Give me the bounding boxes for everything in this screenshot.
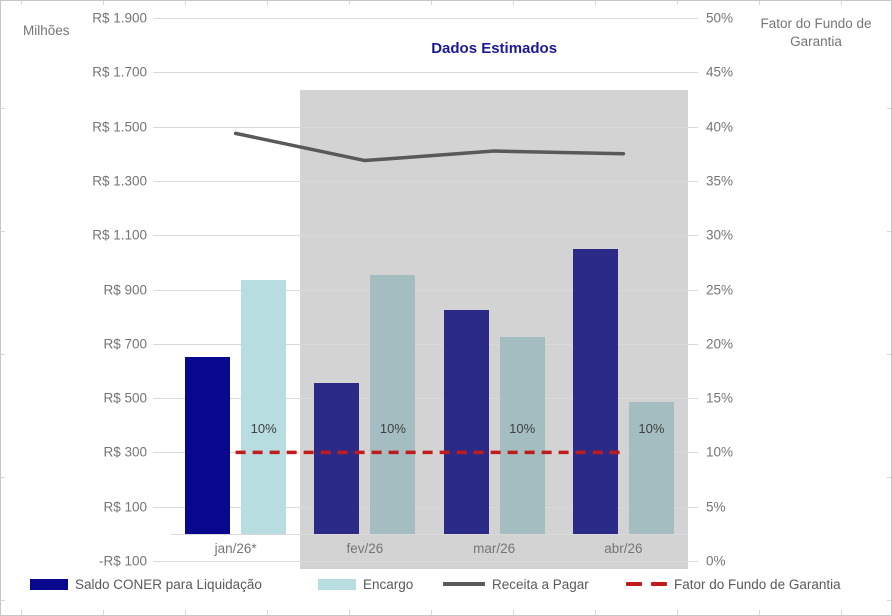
left-axis-tick	[153, 452, 171, 454]
left-axis-unit-label: Milhões	[23, 23, 70, 38]
right-axis-tick-label: 20%	[706, 336, 734, 352]
gridline	[171, 506, 688, 508]
bar-saldo-abr/26[interactable]	[572, 248, 618, 534]
legend-item-4[interactable]: Fator do Fundo de Garantia	[626, 573, 841, 595]
legend-swatch-bar	[30, 578, 68, 590]
left-axis-tick	[153, 343, 171, 345]
fator-point-label-jan/26*: 10%	[250, 421, 277, 436]
gridline	[171, 18, 688, 19]
bar-saldo-mar/26[interactable]	[443, 309, 489, 534]
bar-encargo-jan/26*[interactable]	[241, 279, 287, 534]
right-axis-tick-label: 10%	[706, 444, 734, 460]
legend-swatch-line	[443, 582, 485, 586]
bar-encargo-abr/26[interactable]	[628, 402, 674, 534]
left-axis-tick-label: R$ 500	[103, 390, 147, 406]
right-axis-tick	[688, 180, 698, 182]
fator-point-label-abr/26: 10%	[638, 421, 665, 436]
right-axis-tick-label: 0%	[706, 553, 726, 569]
bar-saldo-jan/26*[interactable]	[185, 357, 231, 534]
legend-swatch-dash	[626, 582, 667, 586]
right-axis-tick	[688, 18, 698, 19]
left-axis-tick	[153, 72, 171, 74]
spreadsheet-gridline-stubs-top	[1, 1, 891, 5]
left-axis-tick	[153, 398, 171, 400]
left-axis-tick	[153, 180, 171, 182]
gridline	[171, 343, 688, 345]
spreadsheet-gridline-stubs-right	[887, 1, 891, 615]
gridline	[171, 126, 688, 128]
right-axis-tick	[688, 452, 698, 454]
left-axis-tick-label: R$ 900	[103, 282, 147, 297]
right-axis-tick-label: 5%	[706, 499, 726, 515]
gridline	[171, 72, 688, 74]
legend-label: Receita a Pagar	[492, 576, 589, 592]
bar-encargo-fev/26[interactable]	[370, 274, 416, 534]
legend-item-1[interactable]: Saldo CONER para Liquidação	[30, 573, 262, 595]
right-axis-tick-label: 40%	[706, 119, 734, 135]
legend-label: Fator do Fundo de Garantia	[674, 576, 841, 592]
left-axis-tick-label: R$ 1.100	[92, 227, 147, 243]
x-axis-label-fev/26: fev/26	[346, 541, 384, 556]
left-axis-tick	[153, 506, 171, 508]
chart-title: Dados Estimados	[431, 40, 558, 57]
left-axis-tick-label: R$ 700	[103, 336, 147, 352]
left-axis-tick	[153, 289, 171, 291]
gridline	[171, 561, 688, 562]
fator-point-label-fev/26: 10%	[379, 421, 406, 436]
gridline	[171, 398, 688, 400]
gridline	[171, 289, 688, 291]
left-axis-tick-label: R$ 1.700	[92, 64, 147, 80]
left-axis-tick	[153, 126, 171, 128]
x-axis-label-mar/26: mar/26	[473, 541, 516, 556]
estimated-region-band	[300, 90, 688, 569]
left-axis-tick	[153, 235, 171, 237]
spreadsheet-gridline-stubs-bottom	[1, 610, 891, 615]
right-axis-tick-label: 25%	[706, 282, 734, 297]
right-axis-tick	[688, 72, 698, 74]
right-axis-tick	[688, 235, 698, 237]
right-axis-tick	[688, 126, 698, 128]
x-axis-line	[171, 533, 688, 535]
left-axis-tick-label: R$ 100	[103, 499, 147, 515]
legend-dash-segment	[651, 582, 667, 586]
right-axis-tick-label: 50%	[706, 10, 734, 26]
legend-swatch-bar	[318, 578, 356, 590]
spreadsheet-gridline-stubs-left	[1, 1, 5, 615]
left-axis-tick-label: R$ 1.500	[92, 119, 147, 135]
left-axis-tick	[153, 18, 171, 19]
legend-item-2[interactable]: Encargo	[318, 573, 413, 595]
right-axis-tick	[688, 398, 698, 400]
legend-item-3[interactable]: Receita a Pagar	[443, 573, 589, 595]
gridline	[171, 235, 688, 237]
legend-dash-segment	[626, 582, 642, 586]
right-axis-tick-label: 30%	[706, 227, 734, 243]
legend-label: Saldo CONER para Liquidação	[75, 576, 262, 592]
left-axis-tick-label: R$ 1.300	[92, 173, 147, 189]
right-axis-tick	[688, 561, 698, 562]
legend-label: Encargo	[363, 576, 414, 592]
x-axis-label-jan/26*: jan/26*	[214, 541, 257, 556]
gridline	[171, 180, 688, 182]
bar-saldo-fev/26[interactable]	[314, 383, 360, 534]
x-axis-label-abr/26: abr/26	[604, 541, 643, 556]
right-axis-tick	[688, 506, 698, 508]
right-axis-tick	[688, 343, 698, 345]
legend: Saldo CONER para Liquidação Encargo Receit…	[1, 573, 891, 595]
left-axis-tick-label: -R$ 100	[98, 553, 147, 569]
right-axis-tick-label: 15%	[706, 390, 734, 406]
left-axis-tick	[153, 561, 171, 562]
bar-encargo-mar/26[interactable]	[499, 337, 545, 534]
left-axis-tick-label: R$ 1.900	[92, 10, 147, 26]
right-axis-tick-label: 45%	[706, 64, 734, 80]
right-axis-tick-label: 35%	[706, 173, 734, 189]
right-axis-title: Fator do Fundo de Garantia	[760, 16, 872, 50]
right-axis-tick	[688, 289, 698, 291]
left-axis-tick-label: R$ 300	[103, 444, 147, 460]
fator-point-label-mar/26: 10%	[509, 421, 536, 436]
